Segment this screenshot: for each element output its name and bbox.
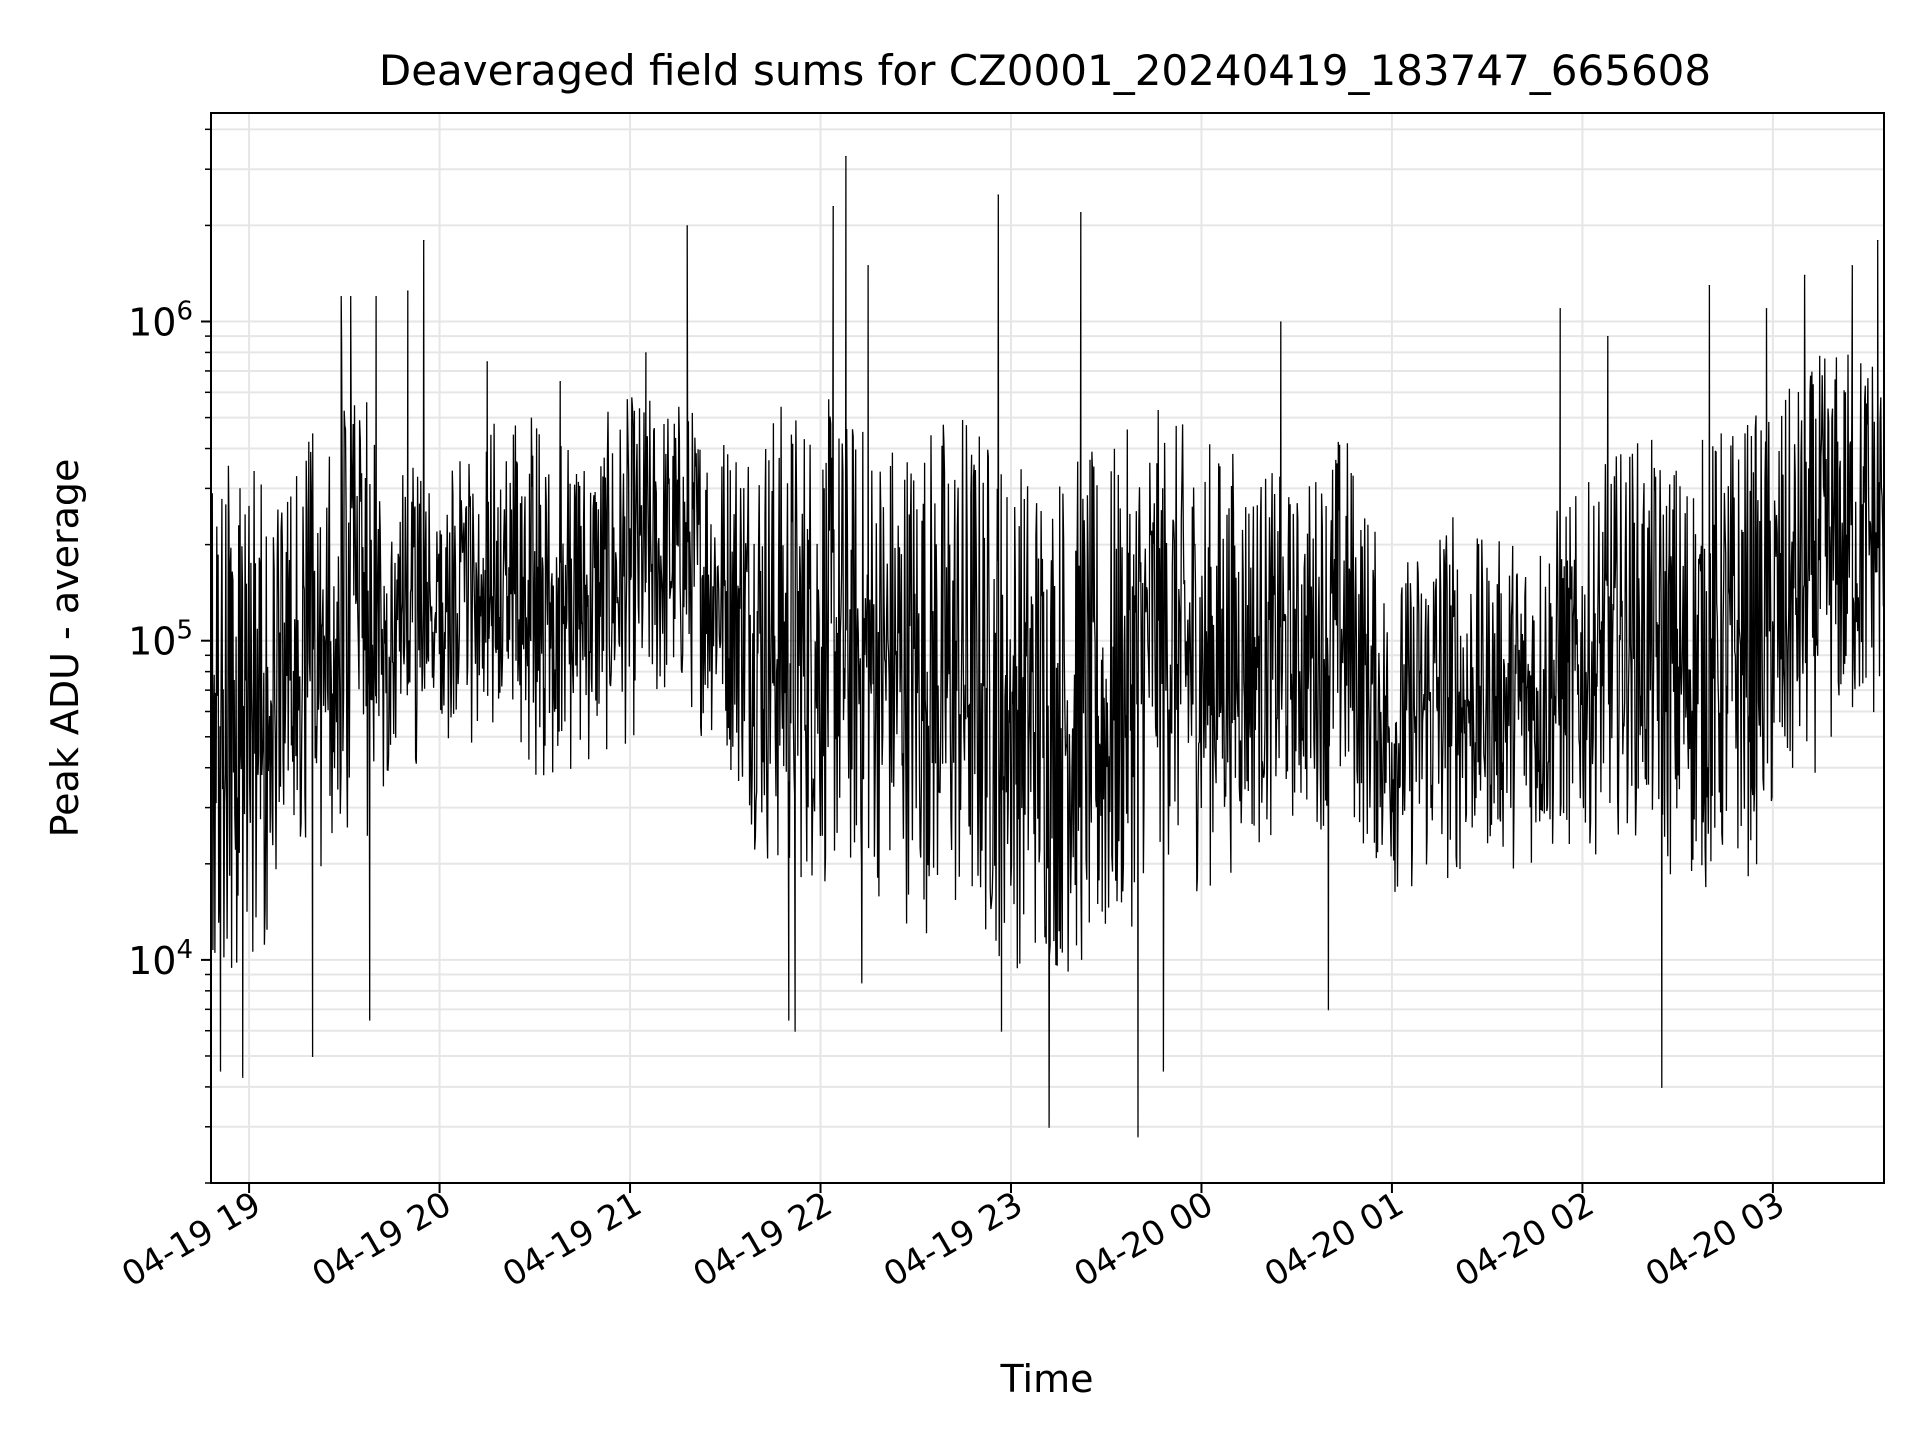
y-tick-label: 105 — [128, 616, 193, 664]
chart-title: Deaveraged field sums for CZ0001_2024041… — [379, 46, 1711, 95]
series-layer — [211, 155, 1884, 1138]
plot-frame — [210, 112, 1885, 1184]
data-line — [211, 155, 1884, 1137]
x-axis-label: Time — [1000, 1357, 1094, 1401]
y-tick-label: 106 — [128, 297, 193, 345]
y-axis-label: Peak ADU - average — [43, 459, 87, 838]
y-tick-label: 104 — [128, 935, 193, 983]
